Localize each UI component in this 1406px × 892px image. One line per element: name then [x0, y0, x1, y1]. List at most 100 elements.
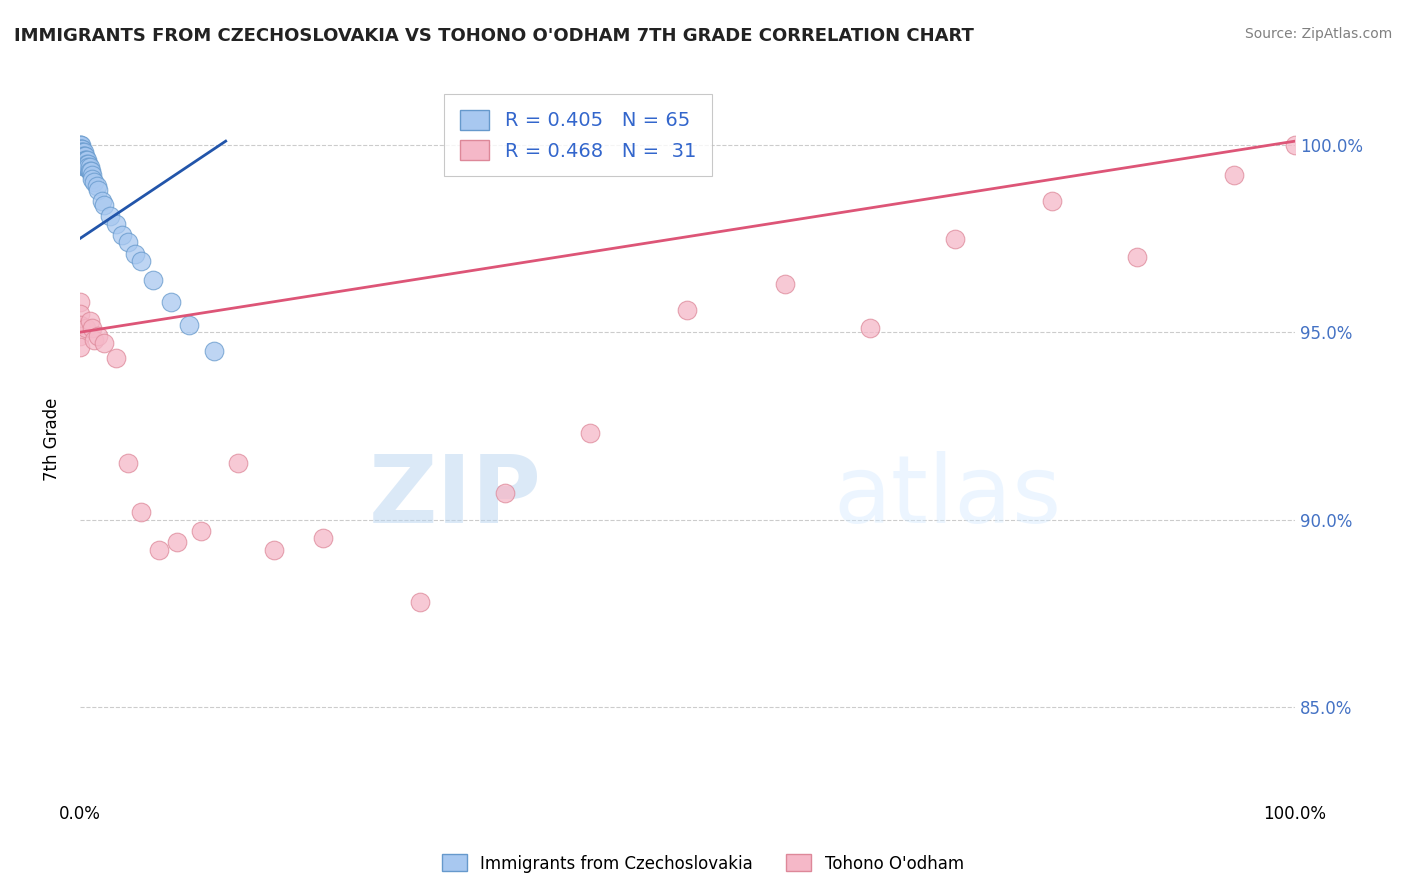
Point	[263, 542, 285, 557]
Point	[93, 336, 115, 351]
Point	[70, 137, 93, 152]
Point	[69, 142, 91, 156]
Point	[80, 168, 103, 182]
Point	[72, 156, 94, 170]
Point	[72, 153, 94, 167]
Point	[1284, 137, 1306, 152]
Point	[179, 318, 201, 332]
Point	[226, 456, 249, 470]
Point	[69, 137, 91, 152]
Text: ZIP: ZIP	[368, 450, 541, 543]
Point	[676, 302, 699, 317]
Point	[773, 277, 796, 291]
Point	[190, 524, 212, 538]
Text: IMMIGRANTS FROM CZECHOSLOVAKIA VS TOHONO O'ODHAM 7TH GRADE CORRELATION CHART: IMMIGRANTS FROM CZECHOSLOVAKIA VS TOHONO…	[14, 27, 974, 45]
Point	[79, 161, 101, 175]
Point	[1223, 168, 1246, 182]
Point	[70, 149, 93, 163]
Point	[494, 486, 516, 500]
Point	[70, 145, 93, 160]
Point	[69, 295, 91, 310]
Y-axis label: 7th Grade: 7th Grade	[44, 397, 60, 481]
Point	[129, 254, 152, 268]
Point	[69, 149, 91, 163]
Point	[69, 149, 91, 163]
Point	[72, 156, 94, 170]
Point	[80, 164, 103, 178]
Point	[86, 179, 108, 194]
Point	[75, 153, 97, 167]
Point	[579, 426, 602, 441]
Point	[943, 231, 966, 245]
Legend: Immigrants from Czechoslovakia, Tohono O'odham: Immigrants from Czechoslovakia, Tohono O…	[436, 847, 970, 880]
Point	[72, 149, 94, 163]
Point	[70, 153, 93, 167]
Point	[73, 153, 96, 167]
Point	[70, 142, 93, 156]
Point	[72, 145, 94, 160]
Point	[160, 295, 183, 310]
Point	[75, 321, 97, 335]
Point	[69, 149, 91, 163]
Point	[202, 343, 225, 358]
Point	[69, 145, 91, 160]
Point	[69, 142, 91, 156]
Point	[70, 156, 93, 170]
Point	[69, 329, 91, 343]
Point	[80, 321, 103, 335]
Point	[69, 340, 91, 354]
Point	[98, 209, 121, 223]
Point	[76, 161, 98, 175]
Point	[70, 153, 93, 167]
Point	[79, 314, 101, 328]
Point	[72, 145, 94, 160]
Point	[70, 145, 93, 160]
Point	[75, 156, 97, 170]
Text: atlas: atlas	[834, 450, 1062, 543]
Text: Source: ZipAtlas.com: Source: ZipAtlas.com	[1244, 27, 1392, 41]
Point	[148, 542, 170, 557]
Point	[76, 153, 98, 167]
Point	[83, 175, 105, 189]
Point	[72, 145, 94, 160]
Point	[76, 156, 98, 170]
Point	[87, 183, 110, 197]
Point	[77, 156, 100, 170]
Point	[75, 161, 97, 175]
Point	[129, 505, 152, 519]
Point	[105, 351, 128, 366]
Point	[1126, 250, 1149, 264]
Point	[117, 235, 139, 250]
Point	[70, 142, 93, 156]
Point	[859, 321, 882, 335]
Point	[72, 149, 94, 163]
Point	[1040, 194, 1063, 208]
Point	[87, 329, 110, 343]
Point	[142, 273, 165, 287]
Point	[69, 137, 91, 152]
Point	[69, 145, 91, 160]
Point	[93, 198, 115, 212]
Point	[77, 161, 100, 175]
Point	[166, 535, 188, 549]
Point	[72, 153, 94, 167]
Point	[79, 164, 101, 178]
Point	[124, 246, 146, 260]
Point	[90, 194, 112, 208]
Point	[69, 153, 91, 167]
Point	[409, 595, 432, 609]
Point	[72, 156, 94, 170]
Point	[72, 149, 94, 163]
Point	[117, 456, 139, 470]
Point	[312, 532, 335, 546]
Point	[69, 306, 91, 320]
Point	[73, 156, 96, 170]
Point	[72, 142, 94, 156]
Point	[72, 149, 94, 163]
Point	[105, 217, 128, 231]
Point	[83, 333, 105, 347]
Point	[80, 171, 103, 186]
Point	[73, 149, 96, 163]
Legend: R = 0.405   N = 65, R = 0.468   N =  31: R = 0.405 N = 65, R = 0.468 N = 31	[444, 95, 711, 177]
Point	[70, 149, 93, 163]
